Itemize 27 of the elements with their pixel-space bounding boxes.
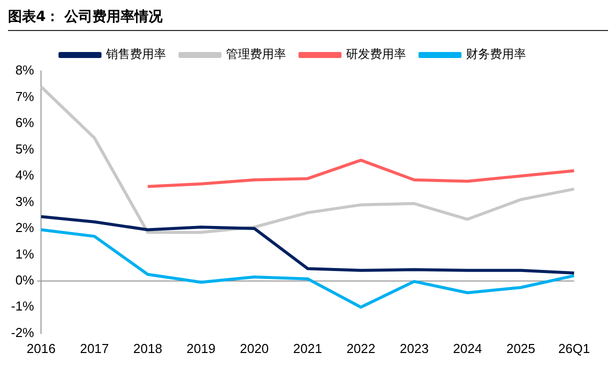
y-tick-label: -2%	[10, 324, 35, 340]
y-tick-label: 8%	[15, 62, 35, 78]
chart-title: 图表4： 公司费用率情况	[8, 8, 608, 31]
legend-label: 财务费用率	[466, 47, 526, 62]
legend-label: 研发费用率	[346, 47, 406, 62]
x-tick-label: 2024	[453, 340, 482, 356]
x-tick-label: 2020	[240, 340, 269, 356]
y-tick-label: 6%	[15, 115, 35, 130]
y-tick-label: -1%	[10, 298, 35, 314]
x-tick-label: 2022	[346, 340, 376, 356]
y-tick-label: 4%	[15, 168, 35, 183]
x-tick-label: 2019	[186, 340, 216, 356]
y-tick-label: 1%	[15, 246, 35, 262]
y-tick-label: 2%	[15, 220, 35, 236]
x-tick-label: 2023	[400, 340, 429, 356]
legend-label: 管理费用率	[226, 47, 286, 62]
y-tick-label: 7%	[15, 88, 35, 104]
legend-label: 销售费用率	[105, 47, 166, 62]
x-tick-label: 26Q1	[558, 340, 590, 356]
y-tick-label: 3%	[15, 194, 35, 209]
x-tick-label: 2021	[293, 340, 322, 356]
y-tick-label: 0%	[15, 272, 35, 288]
y-tick-label: 5%	[15, 141, 35, 156]
x-tick-label: 2018	[133, 340, 162, 356]
x-tick-label: 2016	[26, 340, 56, 356]
x-tick-label: 2025	[506, 340, 536, 356]
x-tick-label: 2017	[80, 340, 109, 356]
